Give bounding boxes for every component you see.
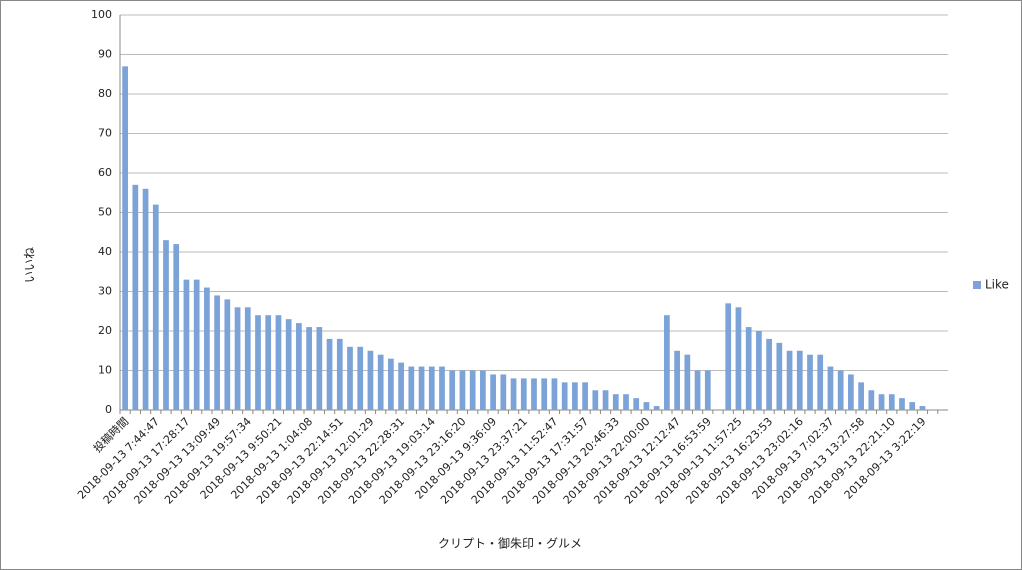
- bar: [193, 279, 200, 410]
- bar: [244, 307, 251, 410]
- bar: [694, 370, 701, 410]
- bar: [766, 338, 772, 410]
- bar: [408, 366, 415, 410]
- y-tick-label: 10: [98, 364, 112, 377]
- bar: [367, 350, 374, 410]
- bar: [132, 184, 139, 410]
- bar: [214, 295, 220, 410]
- bar: [572, 382, 578, 410]
- bar: [745, 327, 752, 410]
- bar: [633, 398, 640, 410]
- bar: [888, 394, 895, 410]
- bar: [255, 315, 261, 410]
- bar: [234, 307, 241, 410]
- legend-label: Like: [985, 278, 1009, 292]
- bar: [704, 370, 711, 410]
- bar: [163, 240, 169, 410]
- bar: [449, 370, 456, 410]
- bar: [868, 390, 875, 410]
- bar: [285, 319, 292, 410]
- bar: [592, 390, 599, 410]
- bar: [326, 338, 333, 410]
- bar: [756, 331, 762, 410]
- y-tick-label: 100: [91, 8, 112, 21]
- bar: [725, 303, 732, 410]
- bar: [674, 350, 680, 410]
- y-tick-label: 60: [98, 166, 112, 179]
- bar: [664, 315, 670, 410]
- bar: [336, 338, 343, 410]
- bar: [183, 279, 190, 410]
- bar: [643, 402, 650, 410]
- bar: [899, 398, 905, 410]
- bar: [653, 406, 660, 410]
- y-tick-label: 20: [98, 324, 112, 337]
- y-axis-title: いいね: [23, 247, 37, 283]
- bar: [347, 346, 353, 410]
- bar: [418, 366, 425, 410]
- bar: [224, 299, 231, 410]
- bar: [602, 390, 609, 410]
- bar: [480, 370, 486, 410]
- bar: [561, 382, 568, 410]
- bar: [878, 394, 885, 410]
- y-tick-label: 80: [98, 87, 112, 100]
- bar: [459, 370, 466, 410]
- bar: [275, 315, 282, 410]
- bar: [398, 362, 404, 410]
- bar: [490, 374, 496, 410]
- bar: [510, 378, 517, 410]
- bar: [122, 66, 128, 410]
- bar: [796, 350, 803, 410]
- bar: [858, 382, 864, 410]
- bar: [827, 366, 834, 410]
- bar: [582, 382, 588, 410]
- bar: [612, 394, 619, 410]
- bar: [173, 244, 180, 410]
- bar: [377, 354, 384, 410]
- bar: [204, 287, 210, 410]
- bar: [786, 350, 793, 410]
- y-tick-label: 0: [105, 403, 112, 416]
- y-tick-label: 70: [98, 127, 112, 140]
- bar: [776, 342, 783, 410]
- y-tick-label: 50: [98, 206, 112, 219]
- bar: [142, 188, 149, 410]
- bar: [316, 327, 323, 410]
- bar: [296, 323, 302, 410]
- bar: [152, 204, 159, 410]
- bar: [807, 354, 813, 410]
- bar: [848, 374, 854, 410]
- bar: [919, 406, 926, 410]
- y-tick-label: 40: [98, 245, 112, 258]
- legend-swatch: [973, 281, 981, 289]
- bar: [428, 366, 435, 410]
- bar: [500, 374, 507, 410]
- bar: [357, 346, 364, 410]
- bar: [531, 378, 537, 410]
- bar: [551, 378, 558, 410]
- bar: [439, 366, 445, 410]
- y-tick-label: 30: [98, 285, 112, 298]
- bar: [837, 370, 844, 410]
- x-axis-title: クリプト・御朱印・グルメ: [438, 536, 582, 551]
- bar: [469, 370, 476, 410]
- bar: [388, 358, 394, 410]
- bar: [265, 315, 272, 410]
- bar: [541, 378, 548, 410]
- bar: [684, 354, 691, 410]
- bar: [909, 402, 916, 410]
- bar: [520, 378, 527, 410]
- y-tick-label: 90: [98, 48, 112, 61]
- bar: [817, 354, 824, 410]
- bar: [623, 394, 629, 410]
- bar: [735, 307, 742, 410]
- bar: [306, 327, 312, 410]
